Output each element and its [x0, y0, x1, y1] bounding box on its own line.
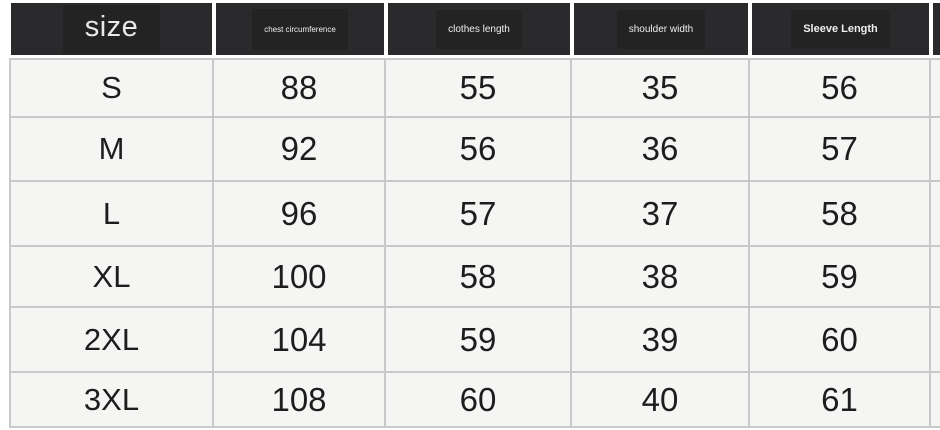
table-cell-partial [931, 247, 940, 308]
column-header-chest-circumference: chest circumference [214, 3, 386, 58]
table-cell-m-chest: 92 [214, 118, 386, 182]
column-header-chest-circumference-label: chest circumference [252, 8, 348, 50]
column-header-shoulder-width-label: shoulder width [616, 9, 706, 49]
table-cell-xl-sleeve: 59 [750, 247, 931, 308]
table-cell-3xl-chest: 108 [214, 373, 386, 428]
column-header-sleeve-length: Sleeve Length [750, 3, 931, 58]
table-cell-m-sleeve: 57 [750, 118, 931, 182]
table-cell-partial [931, 373, 940, 428]
row-label-l: L [9, 182, 214, 247]
table-cell-s-clothes: 55 [386, 58, 572, 118]
table-cell-l-clothes: 57 [386, 182, 572, 247]
table-cell-partial [931, 182, 940, 247]
row-label-2xl: 2XL [9, 308, 214, 373]
table-cell-xl-shoulder: 38 [572, 247, 750, 308]
column-header-clothes-length: clothes length [386, 3, 572, 58]
table-cell-xl-clothes: 58 [386, 247, 572, 308]
row-label-xl: XL [9, 247, 214, 308]
table-cell-s-chest: 88 [214, 58, 386, 118]
table-cell-l-shoulder: 37 [572, 182, 750, 247]
table-cell-2xl-clothes: 59 [386, 308, 572, 373]
row-label-m: M [9, 118, 214, 182]
table-cell-partial [931, 58, 940, 118]
table-cell-xl-chest: 100 [214, 247, 386, 308]
size-chart-table: size chest circumference clothes length … [9, 3, 940, 428]
row-label-3xl: 3XL [9, 373, 214, 428]
column-header-size: size [9, 3, 214, 58]
table-cell-partial [931, 118, 940, 182]
row-label-s: S [9, 58, 214, 118]
column-header-partial [931, 3, 940, 58]
table-cell-2xl-sleeve: 60 [750, 308, 931, 373]
table-cell-3xl-clothes: 60 [386, 373, 572, 428]
table-cell-2xl-shoulder: 39 [572, 308, 750, 373]
table-cell-3xl-shoulder: 40 [572, 373, 750, 428]
table-cell-s-sleeve: 56 [750, 58, 931, 118]
column-header-clothes-length-label: clothes length [436, 9, 522, 49]
table-cell-m-shoulder: 36 [572, 118, 750, 182]
table-cell-m-clothes: 56 [386, 118, 572, 182]
column-header-size-label: size [62, 4, 161, 54]
column-header-sleeve-length-label: Sleeve Length [791, 10, 890, 48]
table-cell-partial [931, 308, 940, 373]
table-cell-s-shoulder: 35 [572, 58, 750, 118]
column-header-shoulder-width: shoulder width [572, 3, 750, 58]
table-cell-2xl-chest: 104 [214, 308, 386, 373]
table-cell-l-chest: 96 [214, 182, 386, 247]
table-cell-3xl-sleeve: 61 [750, 373, 931, 428]
table-cell-l-sleeve: 58 [750, 182, 931, 247]
